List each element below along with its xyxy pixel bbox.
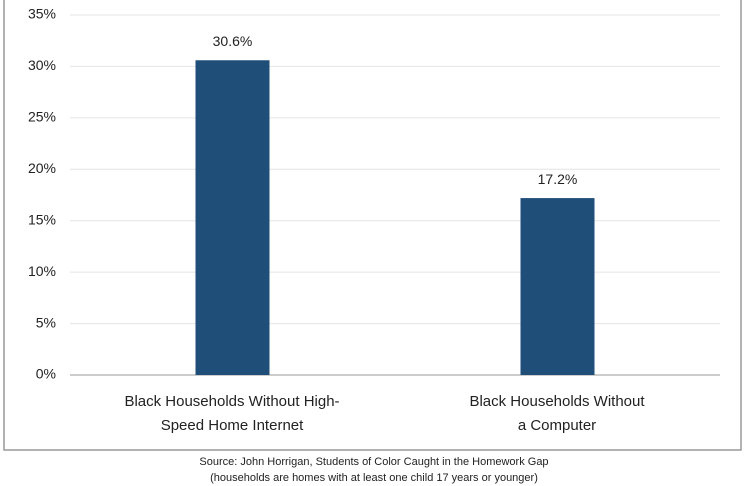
y-tick-label: 15% bbox=[28, 211, 56, 227]
source-note: (households are homes with at least one … bbox=[210, 472, 538, 484]
bar bbox=[520, 198, 595, 375]
y-tick-label: 5% bbox=[36, 314, 56, 330]
value-label: 17.2% bbox=[538, 171, 578, 187]
value-label: 30.6% bbox=[213, 33, 253, 49]
source: Source: John Horrigan, Students of Color… bbox=[199, 456, 549, 468]
x-tick-label: Black Households Without High-Speed Home… bbox=[124, 393, 340, 434]
y-tick-label: 30% bbox=[28, 57, 56, 73]
y-tick-label: 10% bbox=[28, 263, 56, 279]
bar bbox=[195, 60, 270, 375]
y-tick-label: 0% bbox=[36, 366, 56, 382]
y-tick-label: 35% bbox=[28, 6, 56, 22]
y-tick-label: 20% bbox=[28, 160, 56, 176]
chart-frame bbox=[3, 0, 742, 451]
x-tick-label: Black Households Without a Computer bbox=[469, 393, 645, 434]
y-tick-label: 25% bbox=[28, 109, 56, 125]
